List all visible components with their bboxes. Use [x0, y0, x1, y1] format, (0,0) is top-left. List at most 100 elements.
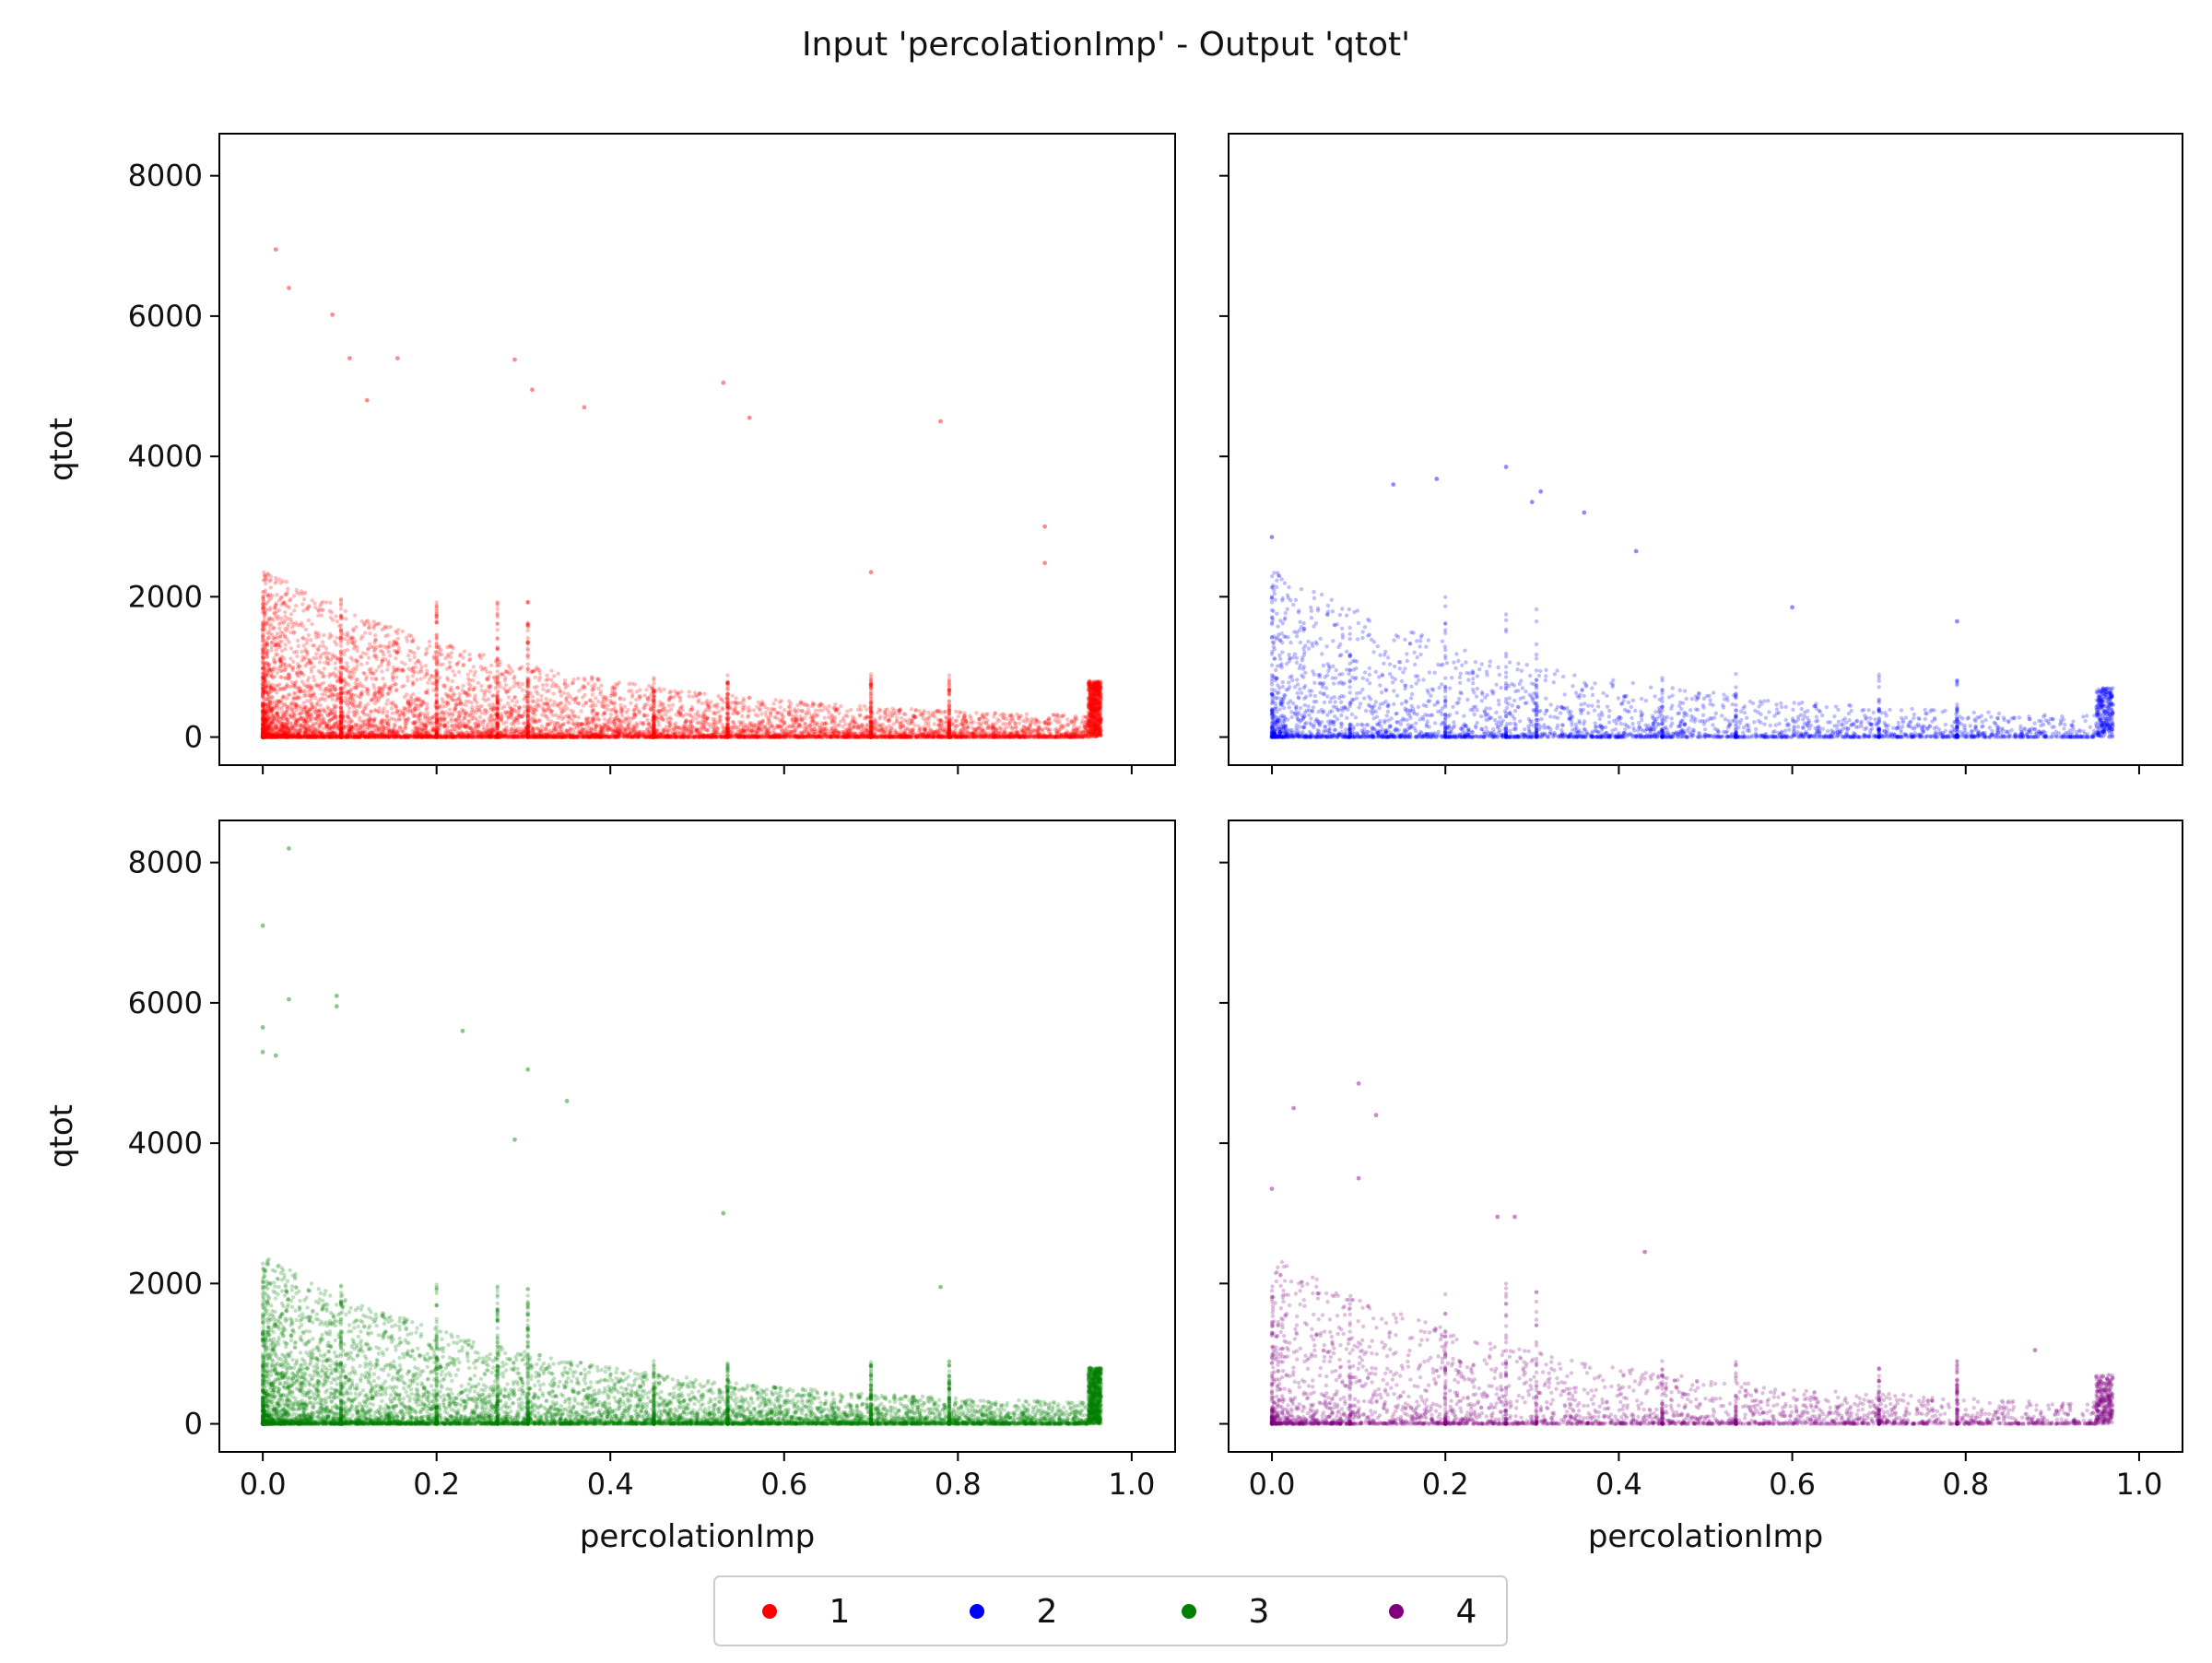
- series-1-point: [288, 606, 291, 609]
- series-1-point: [609, 713, 613, 716]
- series-1-point: [552, 674, 556, 678]
- series-1-point: [576, 677, 580, 680]
- series-1-point: [314, 652, 318, 655]
- series-1-point: [545, 678, 548, 682]
- series-1-point: [396, 637, 400, 641]
- series-1-point: [513, 695, 517, 699]
- series-1-point: [339, 629, 343, 632]
- series-1-point: [309, 638, 312, 642]
- series-1-point: [718, 714, 722, 718]
- series-1-point: [318, 604, 322, 607]
- series-1-point: [469, 669, 473, 673]
- series-1-point: [837, 712, 841, 715]
- series-1-point: [317, 634, 321, 638]
- series-1-point: [489, 664, 493, 667]
- series-1-point: [458, 692, 462, 696]
- series-1-point: [443, 656, 447, 660]
- series-1-point: [413, 655, 417, 659]
- series-1-point: [362, 623, 366, 627]
- series-1-point: [700, 702, 704, 705]
- series-1-point: [547, 707, 551, 711]
- chart-title: Input 'percolationImp' - Output 'qtot': [0, 26, 2212, 64]
- series-1-point: [571, 710, 575, 714]
- series-1-point: [311, 598, 314, 602]
- series-1-point: [552, 691, 556, 695]
- series-1-point: [513, 703, 517, 707]
- series-1-point: [339, 623, 343, 627]
- series-1-point: [385, 698, 389, 702]
- series-1-point: [266, 636, 270, 640]
- series-1-point: [482, 653, 486, 656]
- series-1-point: [758, 708, 761, 712]
- series-1-point: [401, 630, 405, 633]
- series-1-point: [566, 720, 570, 724]
- series-1-point: [823, 716, 827, 720]
- series-1-point: [538, 675, 542, 678]
- series-1-point: [629, 702, 632, 705]
- series-1-point: [424, 664, 428, 667]
- series-1-point: [691, 695, 695, 699]
- series-1-point: [539, 698, 543, 702]
- series-1-point: [390, 706, 394, 710]
- series-1-point: [531, 695, 535, 699]
- series-1-point: [900, 716, 903, 720]
- series-1-point: [335, 673, 338, 677]
- series-1-point: [287, 640, 290, 643]
- series-1-point: [377, 686, 381, 690]
- series-1-point: [568, 702, 571, 705]
- series-1-point: [411, 674, 415, 678]
- series-1-point: [270, 633, 274, 637]
- series-1-point: [277, 608, 281, 612]
- series-1-point: [407, 649, 411, 653]
- series-1-point: [302, 597, 306, 601]
- series-1-point: [804, 722, 807, 725]
- series-1-point: [274, 576, 277, 580]
- series-1-point: [284, 643, 288, 646]
- series-1-point: [557, 672, 560, 676]
- series-1-point: [858, 704, 862, 708]
- series-1-point: [262, 698, 265, 702]
- series-1-point: [1010, 727, 1014, 731]
- series-1-point: [476, 729, 479, 733]
- series-1-point: [535, 685, 538, 689]
- series-1-point: [377, 665, 381, 668]
- series-1-point: [275, 648, 278, 652]
- series-1-point: [466, 673, 470, 677]
- series-1-point: [349, 688, 353, 691]
- series-1-point: [526, 629, 530, 632]
- series-1-point: [317, 725, 321, 728]
- series-1-point: [533, 713, 536, 716]
- series-1-point: [599, 683, 603, 687]
- series-1-point: [637, 694, 641, 698]
- series-1-point: [352, 629, 356, 632]
- series-1-point: [1025, 713, 1029, 716]
- series-1-point: [478, 715, 482, 719]
- series-1-point: [680, 728, 684, 732]
- series-1-point: [445, 721, 449, 725]
- series-1-point: [406, 654, 410, 657]
- series-1-point: [388, 641, 392, 644]
- series-1-point: [394, 676, 398, 679]
- series-1-point: [1047, 717, 1051, 721]
- series-1-point: [307, 676, 311, 679]
- series-1-point: [632, 708, 636, 712]
- series-1-point: [521, 682, 524, 686]
- series-1-point: [412, 651, 416, 655]
- series-1-point: [688, 694, 691, 698]
- series-1-point: [353, 613, 357, 617]
- series-1-point: [634, 703, 638, 707]
- series-1-point: [428, 644, 431, 648]
- series-1-point: [292, 594, 296, 597]
- series-1-point: [318, 644, 322, 648]
- series-1-point: [334, 614, 337, 618]
- series-1-point: [394, 689, 398, 692]
- series-1-point: [507, 695, 511, 699]
- series-1-point: [534, 676, 537, 679]
- series-1-point: [270, 645, 274, 649]
- series-1-point: [634, 698, 638, 702]
- series-1-point: [637, 709, 641, 713]
- series-1-point: [594, 696, 597, 700]
- series-1-point: [367, 622, 371, 626]
- series-1-point: [279, 596, 283, 599]
